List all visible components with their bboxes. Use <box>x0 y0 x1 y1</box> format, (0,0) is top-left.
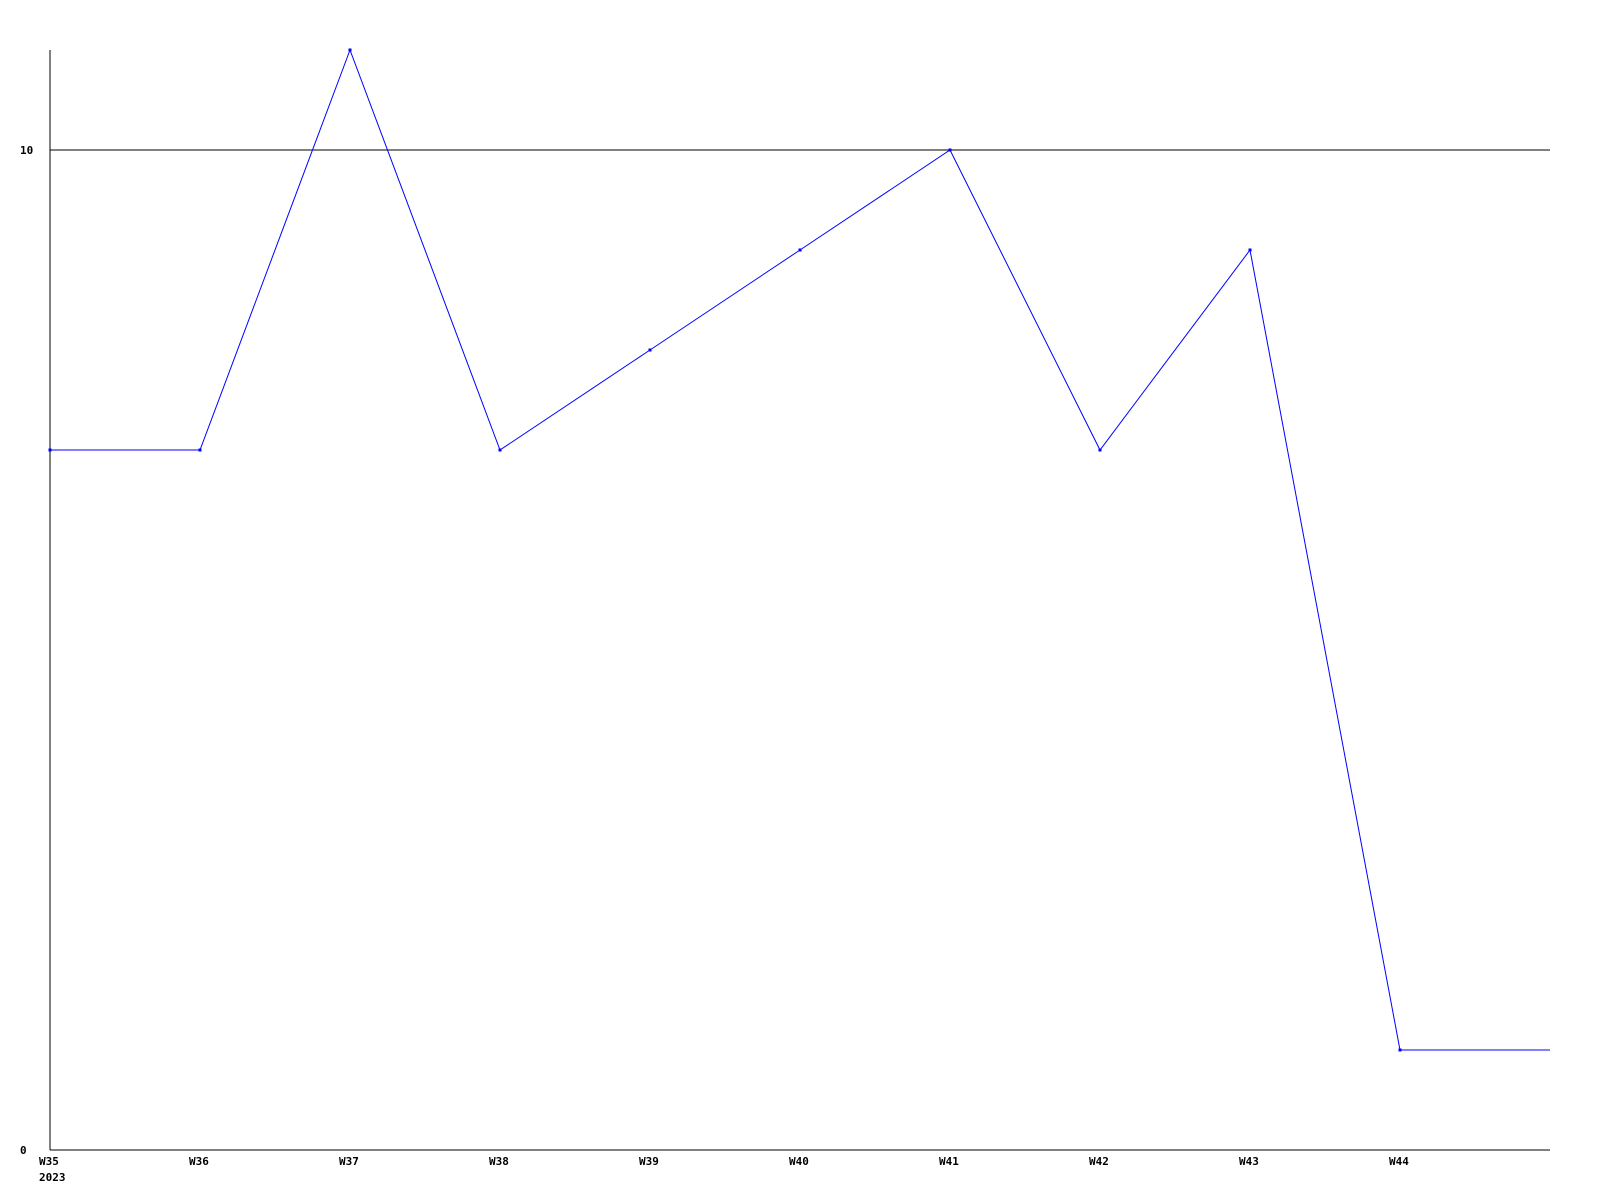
x-tick-label: W35 <box>39 1155 59 1168</box>
y-tick-label: 0 <box>20 1144 27 1157</box>
x-tick-label: W40 <box>789 1155 809 1168</box>
series-line <box>50 48 1550 1051</box>
x-tick-label: W38 <box>489 1155 509 1168</box>
x-tick-label: W39 <box>639 1155 659 1168</box>
data-point <box>498 448 502 452</box>
y-tick-label: 10 <box>20 144 33 157</box>
x-tick-label: W36 <box>189 1155 209 1168</box>
data-point <box>648 348 652 352</box>
x-tick-label: W41 <box>939 1155 959 1168</box>
data-point <box>1398 1048 1402 1052</box>
data-point <box>198 448 202 452</box>
data-point <box>48 448 52 452</box>
data-point <box>1098 448 1102 452</box>
data-point <box>798 248 802 252</box>
x-tick-label: W44 <box>1389 1155 1409 1168</box>
x-tick-label: W37 <box>339 1155 359 1168</box>
x-tick-label: W43 <box>1239 1155 1259 1168</box>
x-tick-label: W42 <box>1089 1155 1109 1168</box>
data-point <box>948 148 952 152</box>
data-point <box>1248 248 1252 252</box>
x-year-label: 2023 <box>39 1171 66 1184</box>
data-point <box>348 48 352 52</box>
